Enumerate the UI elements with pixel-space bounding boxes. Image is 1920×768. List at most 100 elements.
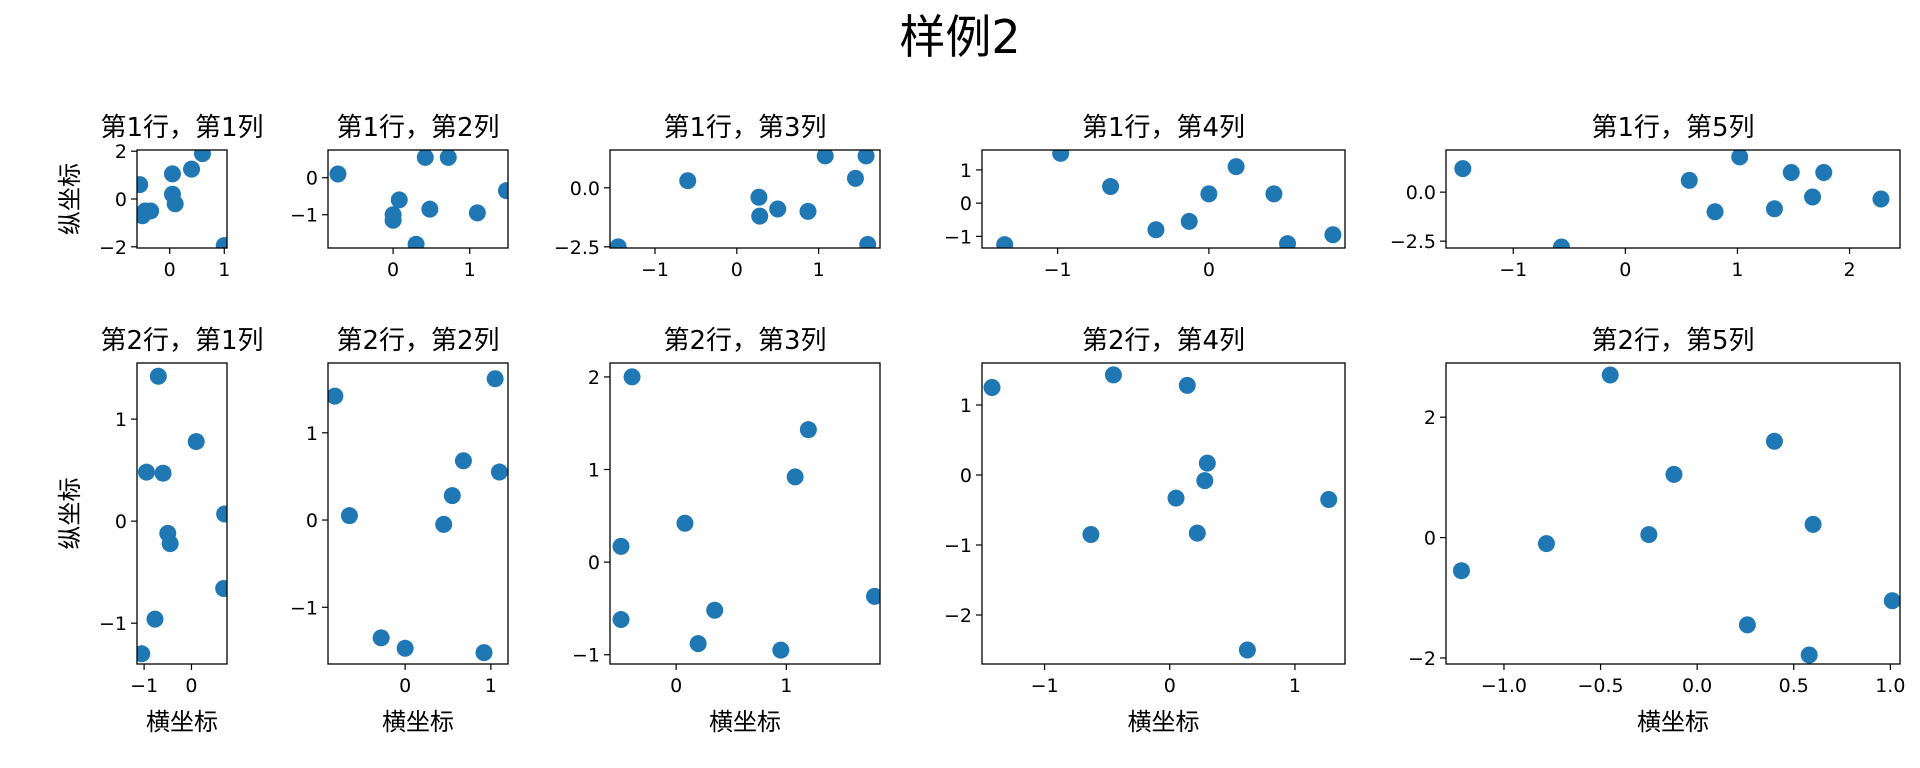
axes-frame	[981, 362, 1346, 665]
scatter-point	[396, 639, 414, 657]
x-tick-label: 0	[185, 675, 197, 697]
x-tick-label: 0	[164, 259, 176, 281]
y-tick-label: 2	[588, 367, 600, 389]
scatter-point	[857, 150, 875, 165]
scatter-points	[1452, 366, 1900, 664]
scatter-point	[328, 387, 344, 405]
y-tick-label: 0	[1424, 528, 1436, 550]
scatter-point	[149, 367, 167, 385]
scatter-point	[468, 204, 486, 222]
x-tick-label: −1.0	[1481, 675, 1527, 697]
subplot-title: 第2行，第2列	[336, 326, 499, 356]
y-tick-label: 0	[306, 168, 318, 190]
subplot-title: 第2行，第3列	[663, 326, 826, 356]
subplot-3: −1 0 1 0.0 −2.5 第1行，第3列	[554, 113, 881, 281]
scatter-point	[865, 587, 880, 605]
scatter-point	[751, 207, 769, 225]
scatter-point	[1782, 164, 1800, 182]
scatter-point	[329, 165, 347, 183]
y-tick-label: 0.0	[570, 178, 600, 200]
scatter-point	[1800, 646, 1818, 664]
x-tick-label: 1	[780, 675, 792, 697]
scatter-point	[475, 644, 493, 662]
scatter-point	[215, 579, 227, 597]
scatter-point	[983, 379, 1001, 396]
x-tick-label: 0	[1164, 675, 1176, 697]
x-tick-label: 1.0	[1875, 675, 1905, 697]
axes-frame	[981, 149, 1346, 249]
scatter-points	[610, 150, 877, 248]
scatter-point	[421, 200, 439, 218]
scatter-point	[1227, 158, 1245, 176]
scatter-point	[497, 182, 508, 200]
x-tick-label: 0	[670, 675, 682, 697]
scatter-point	[1180, 212, 1198, 230]
y-tick-label: 0	[115, 189, 127, 211]
scatter-point	[1196, 472, 1214, 490]
scatter-point	[859, 235, 877, 248]
x-tick-label: 0	[1619, 259, 1631, 281]
scatter-point	[390, 191, 408, 209]
scatter-point	[435, 515, 453, 533]
scatter-point	[706, 601, 724, 619]
subplot-title: 第1行，第3列	[663, 113, 826, 143]
y-axis-label: 纵坐标	[56, 478, 84, 550]
scatter-point	[137, 463, 155, 481]
scatter-point	[443, 487, 461, 505]
scatter-point	[1640, 526, 1658, 544]
y-tick-label: 2	[115, 141, 127, 163]
scatter-point	[1167, 489, 1185, 507]
scatter-point	[1082, 526, 1100, 543]
x-tick-label: −1	[130, 675, 158, 697]
subplot-5: −1 0 1 2 0.0 −2.5 第1行，第5列	[1390, 113, 1901, 281]
scatter-point	[1815, 164, 1833, 182]
scatter-points	[1454, 150, 1890, 248]
scatter-point	[1452, 562, 1470, 580]
x-tick-label: 1	[1731, 259, 1743, 281]
scatter-point	[1188, 524, 1206, 542]
x-tick-label: 0	[731, 259, 743, 281]
y-tick-label: 1	[588, 460, 600, 482]
scatter-point	[183, 160, 201, 178]
scatter-point	[772, 641, 790, 659]
subplot-title: 第1行，第1列	[100, 113, 263, 143]
subplot-title: 第1行，第4列	[1082, 113, 1245, 143]
scatter-points	[612, 368, 880, 659]
y-tick-label: −1	[99, 613, 127, 635]
axes-frame	[609, 362, 881, 665]
y-tick-label: −2.5	[554, 237, 600, 259]
subplot-4: −1 0 1 0 −1 第1行，第4列	[944, 113, 1346, 281]
x-tick-label: 0	[399, 675, 411, 697]
y-tick-label: 0	[960, 465, 972, 487]
scatter-points	[328, 370, 508, 662]
y-tick-label: 0.0	[1406, 182, 1436, 204]
scatter-point	[846, 169, 864, 187]
scatter-point	[163, 165, 181, 183]
scatter-point	[416, 150, 434, 166]
x-axis-label: 横坐标	[1637, 708, 1709, 736]
scatter-point	[454, 452, 472, 470]
scatter-points	[137, 150, 227, 248]
scatter-point	[1804, 188, 1822, 206]
scatter-point	[1731, 150, 1749, 166]
scatter-point	[1320, 491, 1338, 508]
scatter-point	[187, 433, 205, 451]
x-axis-label: 横坐标	[1128, 708, 1200, 736]
scatter-point	[799, 202, 817, 220]
y-tick-label: 0	[115, 511, 127, 533]
scatter-point	[154, 464, 172, 482]
y-axis-label: 纵坐标	[56, 163, 84, 235]
scatter-point	[1706, 203, 1724, 221]
y-tick-label: 1	[306, 423, 318, 445]
scatter-point	[137, 645, 151, 663]
x-tick-label: 1	[218, 259, 230, 281]
x-tick-label: 0	[1203, 259, 1215, 281]
scatter-point	[1601, 366, 1619, 384]
